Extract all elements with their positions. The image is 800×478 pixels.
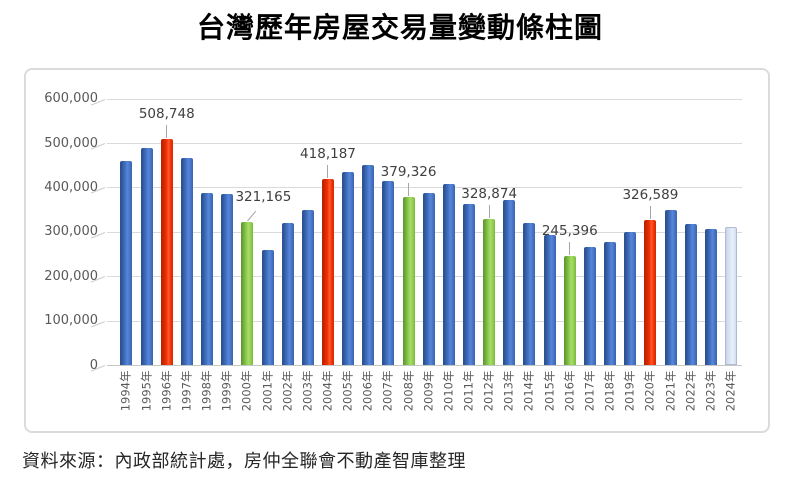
y-axis-label: 300,000 — [44, 224, 98, 240]
bar-2005 — [342, 171, 355, 365]
leader-line-1996 — [166, 125, 168, 139]
x-axis-label-2004: 2004年 — [320, 370, 335, 411]
leader-line-2016 — [569, 242, 571, 256]
x-axis-label-2002: 2002年 — [280, 370, 295, 411]
x-axis-label-2003: 2003年 — [300, 370, 315, 411]
data-label-2000: 321,165 — [235, 189, 292, 206]
x-axis-label-2018: 2018年 — [602, 370, 617, 411]
y-axis-label: 400,000 — [44, 179, 98, 195]
bar-2017 — [583, 246, 596, 365]
x-axis-label-2022: 2022年 — [683, 370, 698, 411]
bar-2016 — [563, 256, 576, 365]
bar-2013 — [503, 199, 516, 365]
data-label-2020: 326,589 — [622, 186, 679, 203]
x-axis-label-2014: 2014年 — [521, 370, 536, 411]
gridline — [107, 98, 742, 100]
leader-line-2008 — [408, 182, 410, 196]
x-axis-label-2012: 2012年 — [481, 370, 496, 411]
x-axis-label-2015: 2015年 — [542, 370, 557, 411]
x-axis-label-2021: 2021年 — [663, 370, 678, 411]
chart-area: 0 100,000 200,000 300,000 400,000 500,000 600,… — [24, 68, 770, 433]
bar-2021 — [664, 210, 677, 365]
data-label-2016: 245,396 — [541, 223, 598, 240]
bar-1997 — [180, 157, 193, 365]
bar-2002 — [281, 222, 294, 365]
x-axis-label-1995: 1995年 — [139, 370, 154, 411]
bar-1999 — [221, 194, 234, 365]
y-axis-label: 500,000 — [44, 135, 98, 151]
x-axis-label-2001: 2001年 — [260, 370, 275, 411]
bar-2022 — [684, 223, 697, 365]
x-axis-label-2016: 2016年 — [562, 370, 577, 411]
y-axis-label: 0 — [89, 357, 98, 373]
y-axis-label: 200,000 — [44, 268, 98, 284]
x-axis-label-2011: 2011年 — [461, 370, 476, 411]
bar-1996 — [160, 139, 173, 365]
x-axis-line — [107, 365, 742, 366]
source-note: 資料來源：內政部統計處，房仲全聯會不動產智庫整理 — [22, 451, 466, 472]
x-axis-label-2010: 2010年 — [441, 370, 456, 411]
bar-2008 — [402, 196, 415, 365]
data-label-2008: 379,326 — [380, 163, 437, 180]
bar-2018 — [604, 241, 617, 365]
x-axis-label-2008: 2008年 — [401, 370, 416, 411]
bar-2006 — [362, 165, 375, 365]
bar-2000 — [241, 222, 254, 365]
bar-1994 — [120, 161, 133, 365]
x-axis-label-2013: 2013年 — [501, 370, 516, 411]
x-axis-label-1994: 1994年 — [118, 370, 133, 411]
x-axis-label-2017: 2017年 — [582, 370, 597, 411]
leader-line-2000 — [246, 211, 257, 222]
bar-2014 — [523, 222, 536, 365]
bar-1998 — [201, 193, 214, 365]
y-axis-label: 100,000 — [44, 313, 98, 329]
gridline — [107, 143, 742, 144]
x-axis-label-2000: 2000年 — [239, 370, 254, 411]
bar-2015 — [543, 235, 556, 365]
x-axis-label-1996: 1996年 — [159, 370, 174, 411]
bar-2012 — [483, 218, 496, 365]
leader-line-2012 — [488, 204, 490, 218]
data-label-2012: 328,874 — [461, 185, 518, 202]
bar-2020 — [644, 219, 657, 365]
x-axis-label-2006: 2006年 — [360, 370, 375, 411]
y-axis-label: 600,000 — [44, 91, 98, 107]
bar-2019 — [624, 231, 637, 365]
bar-2011 — [463, 204, 476, 365]
x-axis-label-2005: 2005年 — [340, 370, 355, 411]
x-axis-label-1999: 1999年 — [219, 370, 234, 411]
bar-2004 — [321, 179, 334, 365]
gridline — [107, 187, 742, 189]
x-axis-label-2020: 2020年 — [642, 370, 657, 411]
bar-2009 — [422, 192, 435, 365]
bar-2010 — [442, 184, 455, 365]
data-label-2004: 418,187 — [300, 146, 356, 163]
leader-line-2004 — [327, 165, 329, 179]
bar-2024 — [724, 227, 737, 365]
x-axis-label-2019: 2019年 — [622, 370, 637, 411]
bar-2003 — [301, 209, 314, 365]
chart-title: 台灣歷年房屋交易量變動條柱圖 — [196, 11, 603, 44]
x-axis-label-1997: 1997年 — [179, 370, 194, 411]
bar-2023 — [704, 228, 717, 365]
bar-2001 — [261, 249, 274, 365]
plot-area: 0 100,000 200,000 300,000 400,000 500,000 600,… — [26, 70, 768, 431]
leader-line-2020 — [649, 205, 651, 219]
x-axis-label-2024: 2024年 — [723, 370, 738, 411]
bar-2007 — [382, 180, 395, 365]
x-axis-label-2007: 2007年 — [380, 370, 395, 411]
x-axis-label-2009: 2009年 — [421, 370, 436, 411]
x-axis-label-2023: 2023年 — [703, 370, 718, 411]
bar-1995 — [140, 148, 153, 365]
data-label-1996: 508,748 — [138, 106, 195, 123]
x-axis-label-1998: 1998年 — [199, 370, 214, 411]
